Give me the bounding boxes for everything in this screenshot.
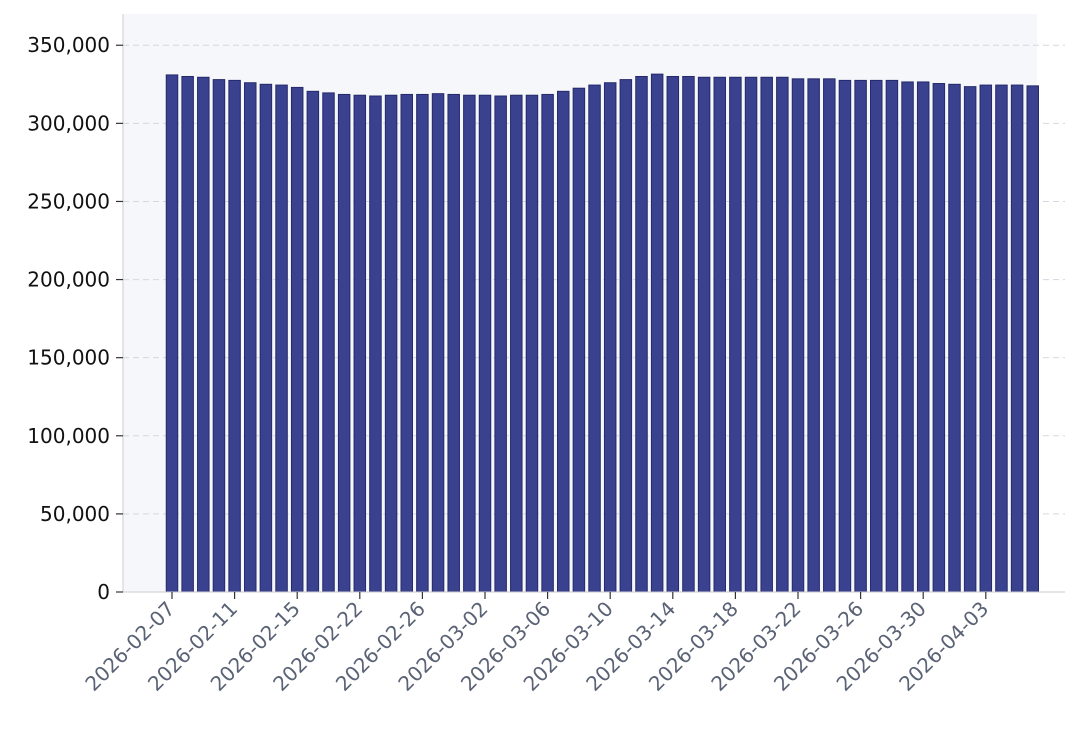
bar <box>572 87 586 593</box>
bar <box>666 75 680 593</box>
bar <box>557 90 570 593</box>
bar <box>1026 85 1039 593</box>
y-tick-label: 200,000 <box>27 268 110 292</box>
bar <box>369 95 382 593</box>
bar <box>447 93 460 593</box>
bar <box>463 94 476 593</box>
bar <box>588 84 601 593</box>
bar <box>1010 84 1024 593</box>
bar <box>791 78 805 593</box>
bar <box>979 84 993 593</box>
y-tick-label: 300,000 <box>27 111 110 135</box>
bar <box>823 78 836 593</box>
bar <box>337 93 351 593</box>
bar <box>525 94 539 593</box>
y-tick-label: 0 <box>97 580 110 604</box>
bar <box>901 81 914 593</box>
bar <box>400 93 413 593</box>
bar <box>650 73 664 593</box>
bar <box>603 82 617 593</box>
bar <box>384 94 398 593</box>
bar <box>619 79 633 593</box>
bar <box>932 83 946 593</box>
y-tick-label: 150,000 <box>27 346 110 370</box>
bar <box>306 90 320 593</box>
y-tick-label: 100,000 <box>27 424 110 448</box>
bar <box>713 76 726 593</box>
bar <box>885 79 899 593</box>
bar <box>353 94 367 593</box>
bar <box>916 81 930 593</box>
bar <box>854 79 867 593</box>
bar <box>870 79 883 593</box>
bar <box>697 76 711 593</box>
bar <box>322 92 335 593</box>
bar <box>682 75 695 593</box>
bar <box>838 79 852 593</box>
bar-series <box>165 73 1039 593</box>
y-tick-label: 350,000 <box>27 33 110 57</box>
bar <box>963 86 977 593</box>
bar <box>729 76 742 593</box>
bar <box>494 95 507 593</box>
bar <box>290 86 304 593</box>
bar <box>416 93 429 593</box>
bar <box>635 75 648 593</box>
bar <box>259 83 273 593</box>
bar <box>541 93 554 593</box>
y-axis-ticks: 0 50,000 100,000 150,000 200,000 250,000 300,0… <box>27 33 123 604</box>
bar <box>510 94 523 593</box>
bar <box>948 83 961 593</box>
y-tick-label: 50,000 <box>40 502 110 526</box>
bar <box>760 76 773 593</box>
bar <box>776 76 789 593</box>
bar <box>212 79 226 593</box>
y-tick-label: 250,000 <box>27 189 110 213</box>
bar <box>228 79 241 593</box>
bar <box>165 74 179 593</box>
bar <box>181 75 194 593</box>
bar <box>275 84 288 593</box>
bar <box>995 84 1008 593</box>
bar <box>431 93 445 593</box>
bar <box>244 82 257 593</box>
bar <box>807 78 820 593</box>
bar <box>478 94 492 593</box>
bar <box>744 76 758 593</box>
x-axis-ticks: 2026-02-072026-02-112026-02-152026-02-22… <box>80 592 993 696</box>
bar <box>197 76 210 593</box>
